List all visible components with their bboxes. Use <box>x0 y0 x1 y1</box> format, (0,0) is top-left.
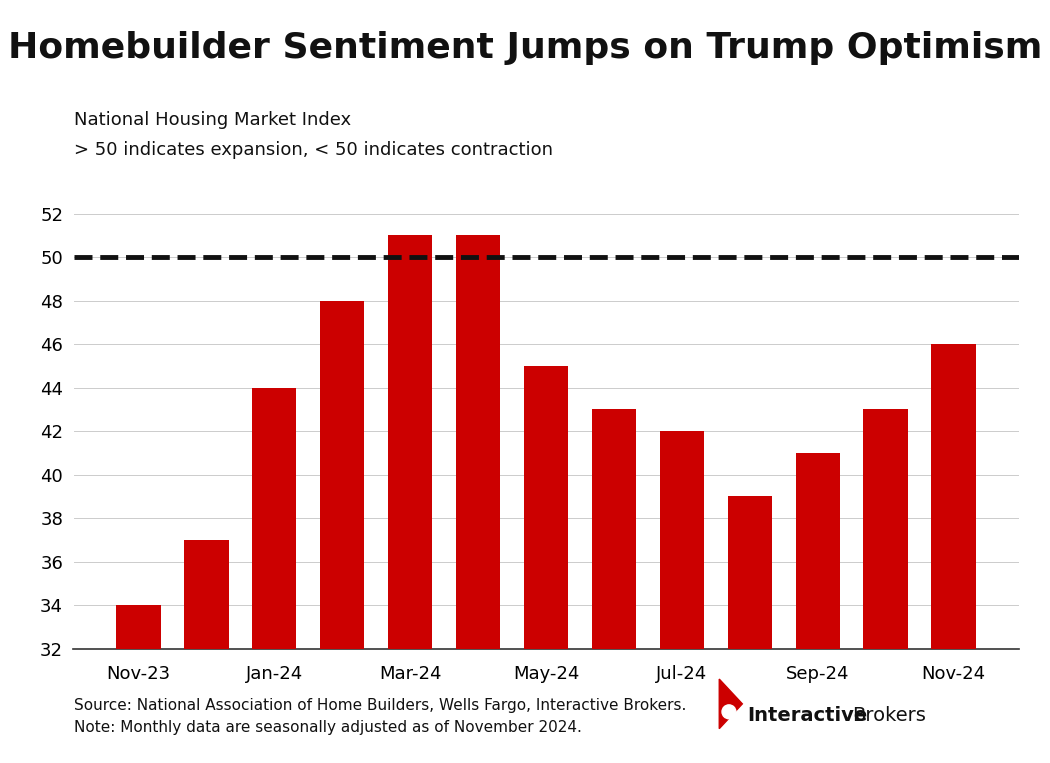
Bar <box>456 235 500 763</box>
Text: Interactive: Interactive <box>748 707 868 725</box>
Bar <box>931 344 975 763</box>
Bar <box>796 452 840 763</box>
Bar <box>252 388 296 763</box>
Text: > 50 indicates expansion, < 50 indicates contraction: > 50 indicates expansion, < 50 indicates… <box>74 141 552 159</box>
Text: National Housing Market Index: National Housing Market Index <box>74 111 351 129</box>
Bar <box>659 431 704 763</box>
Text: Note: Monthly data are seasonally adjusted as of November 2024.: Note: Monthly data are seasonally adjust… <box>74 720 582 735</box>
Text: Source: National Association of Home Builders, Wells Fargo, Interactive Brokers.: Source: National Association of Home Bui… <box>74 698 686 713</box>
Bar <box>863 409 907 763</box>
Bar <box>524 365 568 763</box>
Bar <box>592 409 636 763</box>
Bar <box>185 540 229 763</box>
Text: Brokers: Brokers <box>853 707 926 725</box>
Bar <box>388 235 433 763</box>
Text: Homebuilder Sentiment Jumps on Trump Optimism: Homebuilder Sentiment Jumps on Trump Opt… <box>7 31 1043 65</box>
Bar <box>728 497 772 763</box>
Bar <box>320 301 364 763</box>
Bar <box>117 605 161 763</box>
